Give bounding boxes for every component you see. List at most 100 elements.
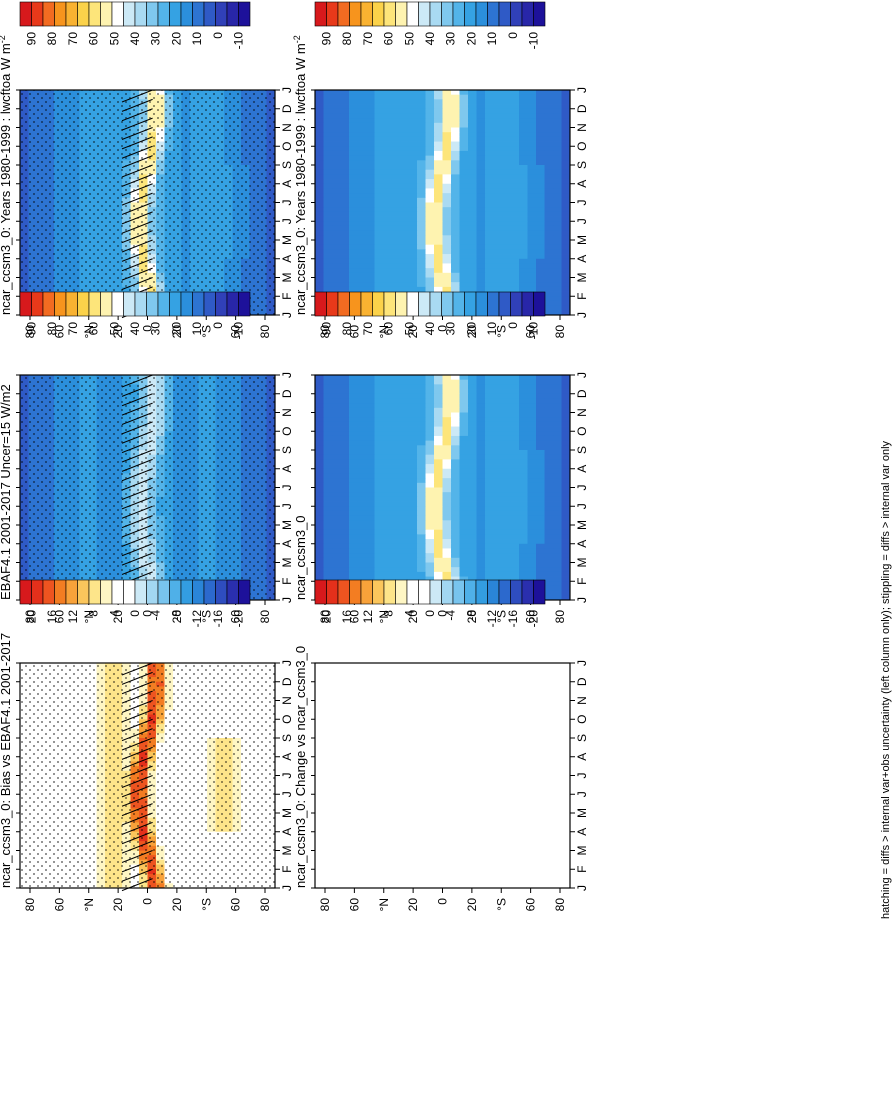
heatmap-cell (528, 431, 537, 436)
heatmap-cell (366, 384, 375, 389)
heatmap-cell (511, 278, 520, 283)
heatmap-cell (392, 249, 401, 254)
heatmap-cell (349, 193, 358, 198)
heatmap-cell (358, 394, 367, 399)
heatmap-cell (562, 99, 571, 104)
heatmap-cell (477, 90, 486, 95)
heatmap-cell (528, 193, 537, 198)
heatmap-cell (349, 212, 358, 217)
heatmap-cell (485, 249, 494, 254)
heatmap-cell (451, 394, 460, 399)
heatmap-cell (434, 118, 443, 123)
heatmap-cell (451, 165, 460, 170)
heatmap-cell (409, 413, 418, 418)
heatmap-cell (528, 90, 537, 95)
heatmap-cell (528, 174, 537, 179)
heatmap-cell (536, 95, 545, 100)
heatmap-cell (485, 151, 494, 156)
heatmap-cell (536, 179, 545, 184)
heatmap-cell (451, 403, 460, 408)
heatmap-cell (366, 184, 375, 189)
heatmap-cell (528, 212, 537, 217)
heatmap-cell (409, 384, 418, 389)
heatmap-cell (324, 282, 333, 287)
heatmap-cell (315, 436, 324, 441)
heatmap-cell (324, 156, 333, 161)
heatmap-cell (434, 132, 443, 137)
heatmap-cell (460, 217, 469, 222)
heatmap-cell (536, 259, 545, 264)
heatmap-cell (536, 142, 545, 147)
heatmap-cell (417, 198, 426, 203)
heatmap-cell (366, 245, 375, 250)
heatmap-cell (417, 427, 426, 432)
heatmap-cell (460, 380, 469, 385)
heatmap-cell (468, 123, 477, 128)
heatmap-cells (315, 90, 570, 315)
heatmap-cell (545, 170, 554, 175)
heatmap-cell (562, 151, 571, 156)
heatmap-cell (460, 417, 469, 422)
heatmap-cell (562, 165, 571, 170)
heatmap-cell (358, 245, 367, 250)
heatmap-cell (392, 273, 401, 278)
heatmap-cell (324, 249, 333, 254)
heatmap-cell (477, 118, 486, 123)
heatmap-cell (375, 273, 384, 278)
heatmap-cell (341, 259, 350, 264)
heatmap-cell (400, 184, 409, 189)
heatmap-cell (460, 146, 469, 151)
heatmap-cell (528, 254, 537, 259)
heatmap-cell (417, 398, 426, 403)
heatmap-cell (341, 436, 350, 441)
heatmap-cell (519, 417, 528, 422)
heatmap-cell (468, 137, 477, 142)
heatmap-cell (434, 90, 443, 95)
heatmap-cell (485, 436, 494, 441)
heatmap-cell (400, 380, 409, 385)
heatmap-cell (468, 394, 477, 399)
heatmap-cell (409, 109, 418, 114)
heatmap-cell (417, 151, 426, 156)
heatmap-cell (443, 259, 452, 264)
heatmap-cell (511, 375, 520, 380)
heatmap-cell (494, 235, 503, 240)
heatmap-cell (375, 184, 384, 189)
heatmap-cell (562, 198, 571, 203)
heatmap-cell (324, 287, 333, 292)
heatmap-cell (392, 160, 401, 165)
heatmap-cell (502, 245, 511, 250)
heatmap-cell (392, 146, 401, 151)
heatmap-cell (460, 212, 469, 217)
heatmap-cell (324, 413, 333, 418)
heatmap-cell (375, 231, 384, 236)
heatmap-cell (562, 95, 571, 100)
heatmap-cell (528, 132, 537, 137)
heatmap-cell (511, 403, 520, 408)
heatmap-cell (341, 95, 350, 100)
heatmap-cell (341, 389, 350, 394)
heatmap-cell (502, 165, 511, 170)
heatmap-cell (545, 380, 554, 385)
heatmap-cell (528, 273, 537, 278)
heatmap-cell (485, 123, 494, 128)
heatmap-cell (519, 278, 528, 283)
heatmap-cell (392, 212, 401, 217)
heatmap-cell (358, 249, 367, 254)
heatmap-cell (553, 417, 562, 422)
heatmap-cell (358, 123, 367, 128)
heatmap-cell (341, 278, 350, 283)
heatmap-cell (553, 384, 562, 389)
heatmap-cell (485, 203, 494, 208)
heatmap-cell (332, 231, 341, 236)
heatmap-cell (562, 212, 571, 217)
heatmap-cell (536, 156, 545, 161)
heatmap-cell (349, 123, 358, 128)
heatmap-cell (358, 109, 367, 114)
heatmap-cell (400, 240, 409, 245)
heatmap-cell (434, 128, 443, 133)
heatmap-cell (409, 132, 418, 137)
heatmap-cell (417, 226, 426, 231)
heatmap-cell (315, 160, 324, 165)
